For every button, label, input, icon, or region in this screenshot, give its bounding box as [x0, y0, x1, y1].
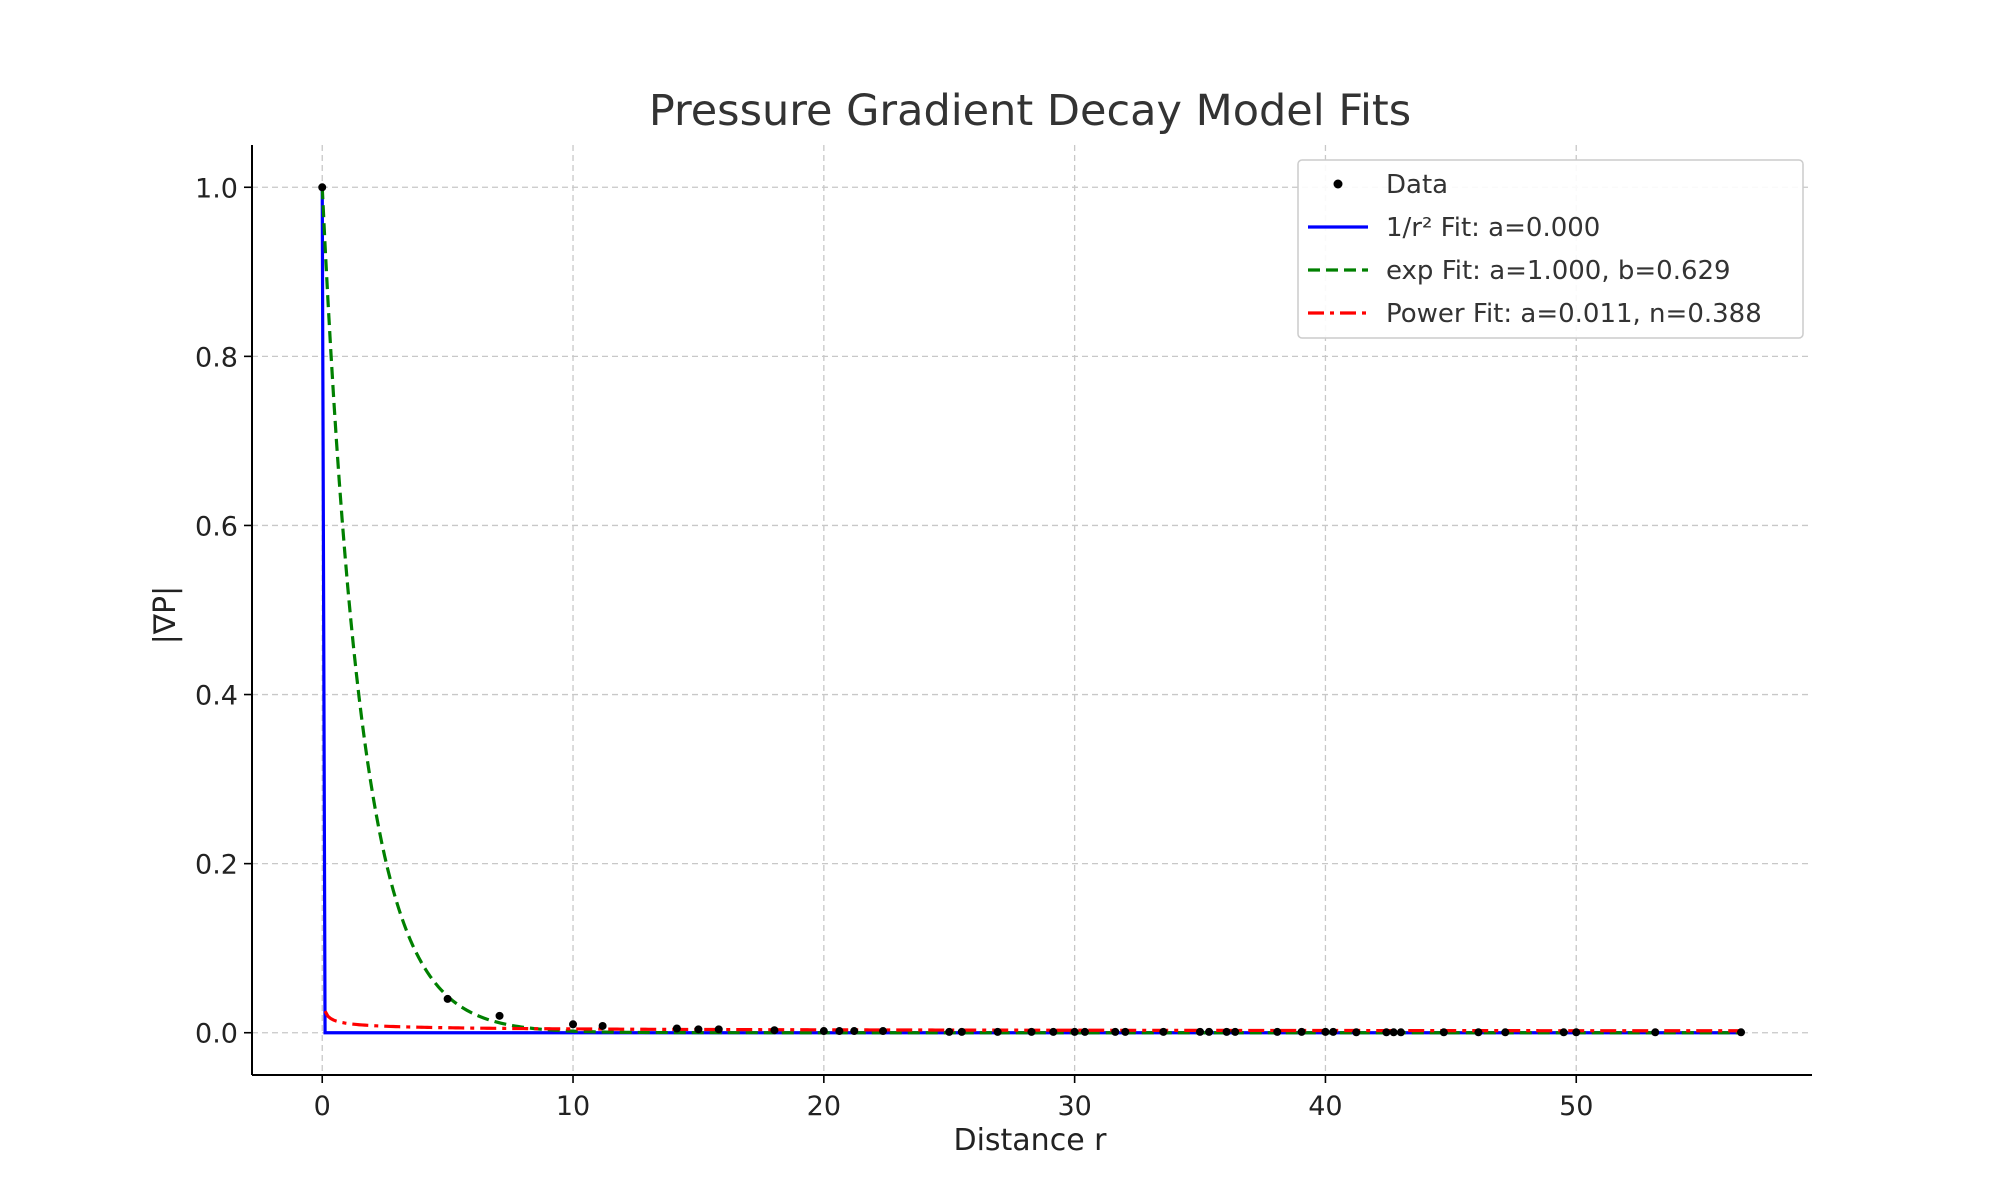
data-point: [1070, 1027, 1079, 1036]
y-tick-label: 0.0: [195, 1019, 238, 1050]
x-tick-label: 40: [1308, 1091, 1342, 1122]
data-point: [318, 183, 327, 192]
data-point: [1382, 1028, 1391, 1037]
plot-area: [318, 183, 1746, 1037]
data-point: [1501, 1028, 1510, 1037]
y-axis-label: |∇P|: [148, 586, 183, 644]
data-point: [1737, 1028, 1746, 1037]
x-tick-label: 50: [1559, 1091, 1593, 1122]
data-point: [1049, 1027, 1058, 1036]
y-tick-label: 1.0: [195, 173, 238, 204]
data-point: [770, 1026, 779, 1035]
y-tick-label: 0.8: [195, 342, 238, 373]
data-point: [1222, 1027, 1231, 1036]
data-point: [957, 1027, 966, 1036]
x-tick-label: 30: [1057, 1091, 1091, 1122]
legend-marker-data: [1333, 179, 1343, 189]
data-point: [1231, 1027, 1240, 1036]
data-point: [1111, 1027, 1120, 1036]
data-point: [1121, 1027, 1130, 1036]
data-point: [850, 1027, 859, 1036]
data-point: [1572, 1028, 1581, 1037]
data-point: [714, 1025, 723, 1034]
data-point: [1027, 1027, 1036, 1036]
data-point: [495, 1011, 504, 1020]
legend-box: [1297, 159, 1804, 339]
x-tick-label: 0: [314, 1091, 331, 1122]
data-point: [945, 1027, 954, 1036]
data-point: [569, 1020, 578, 1029]
data-point: [694, 1025, 703, 1034]
data-point: [1352, 1028, 1361, 1037]
data-point: [1273, 1027, 1282, 1036]
legend-entry-label: Data: [1386, 170, 1448, 200]
data-point: [1297, 1027, 1306, 1036]
data-point: [835, 1027, 844, 1036]
data-point: [1205, 1027, 1214, 1036]
data-point: [993, 1027, 1002, 1036]
data-point: [443, 994, 452, 1003]
data-point: [1439, 1028, 1448, 1037]
y-tick-label: 0.6: [195, 511, 238, 542]
data-point: [1389, 1028, 1398, 1037]
data-point: [1559, 1028, 1568, 1037]
axes: 0 10 20 30 40 50 0.0 0.2 0.4 0.6 0.8 1.0: [195, 145, 1812, 1122]
data-point: [1196, 1027, 1205, 1036]
data-point: [879, 1027, 888, 1036]
data-point: [598, 1021, 607, 1030]
data-point: [1080, 1027, 1089, 1036]
data-point: [1321, 1027, 1330, 1036]
data-point: [1159, 1027, 1168, 1036]
x-tick-label: 10: [556, 1091, 590, 1122]
legend: Data 1/r² Fit: a=0.000 exp Fit: a=1.000, b…: [1297, 159, 1804, 339]
y-tick-label: 0.2: [195, 850, 238, 881]
data-point: [1651, 1028, 1660, 1037]
data-point: [1474, 1028, 1483, 1037]
x-tick-label: 20: [807, 1091, 841, 1122]
data-point: [1396, 1028, 1405, 1037]
y-tick-label: 0.4: [195, 681, 238, 712]
x-axis-label: Distance r: [953, 1123, 1107, 1158]
data-point: [819, 1027, 828, 1036]
legend-entry-label: 1/r² Fit: a=0.000: [1386, 213, 1600, 243]
data-point: [672, 1024, 681, 1033]
data-point: [1329, 1027, 1338, 1036]
legend-entry-label: exp Fit: a=1.000, b=0.629: [1386, 256, 1731, 286]
chart-title: Pressure Gradient Decay Model Fits: [649, 86, 1411, 136]
legend-entry-label: Power Fit: a=0.011, n=0.388: [1386, 299, 1762, 329]
